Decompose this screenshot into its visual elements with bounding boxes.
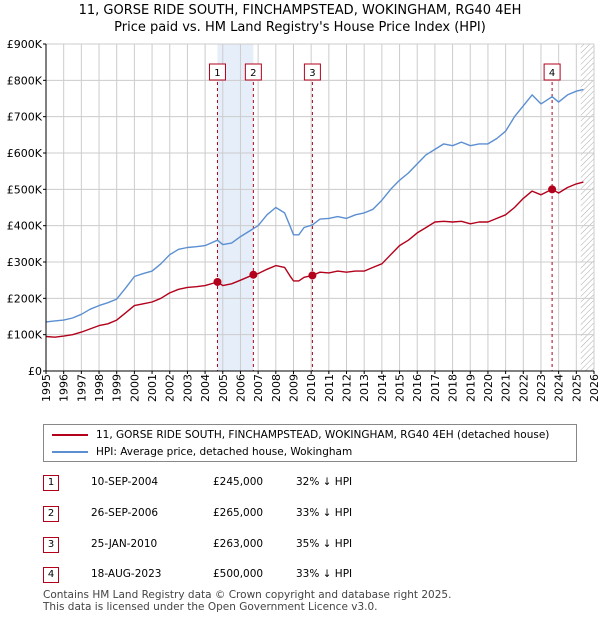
sale-row: 1 10-SEP-2004 £245,000 32% ↓ HPI <box>43 475 563 491</box>
y-tick-label: £900K <box>7 38 43 51</box>
sale-point <box>548 185 557 194</box>
sale-date: 10-SEP-2004 <box>91 476 159 488</box>
y-tick-label: £400K <box>7 220 43 233</box>
sale-label: 2 <box>250 68 256 79</box>
x-tick-label: 2019 <box>464 374 477 402</box>
legend-label-property: 11, GORSE RIDE SOUTH, FINCHAMPSTEAD, WOK… <box>96 429 550 441</box>
x-tick-label: 2022 <box>517 374 530 402</box>
x-tick-label: 2002 <box>164 374 177 402</box>
legend-item-hpi: HPI: Average price, detached house, Woki… <box>52 444 352 460</box>
shade-layer <box>217 44 594 371</box>
y-tick-label: £100K <box>7 329 43 342</box>
sale-point <box>213 277 222 286</box>
sale-label: 1 <box>214 68 220 79</box>
series-line-property <box>45 181 584 338</box>
sale-hpi-diff: 32% ↓ HPI <box>296 476 353 488</box>
legend-item-property: 11, GORSE RIDE SOUTH, FINCHAMPSTEAD, WOK… <box>52 427 549 443</box>
sale-price: £245,000 <box>213 476 264 488</box>
x-tick-label: 2016 <box>411 374 424 402</box>
sale-date: 25-JAN-2010 <box>91 538 158 550</box>
sale-hpi-diff: 35% ↓ HPI <box>296 538 353 550</box>
sale-label-box <box>208 63 226 81</box>
y-tick-label: £600K <box>7 147 43 160</box>
x-tick-label: 2012 <box>341 374 354 402</box>
sale-row: 2 26-SEP-2006 £265,000 33% ↓ HPI <box>43 506 563 522</box>
y-tick-label: £300K <box>7 256 43 269</box>
footer-licence: This data is licensed under the Open Gov… <box>43 601 378 613</box>
x-tick-label: 2009 <box>287 374 300 402</box>
footer-copyright: Contains HM Land Registry data © Crown c… <box>43 589 452 601</box>
title-line-2: Price paid vs. HM Land Registry's House … <box>114 20 486 35</box>
sale-label: 4 <box>549 68 555 79</box>
x-tick-label: 2006 <box>234 374 247 402</box>
y-tick-label: £0 <box>28 365 42 378</box>
x-tick-label: 2014 <box>376 374 389 402</box>
sale-number-badge: 2 <box>43 506 59 522</box>
sale-price: £263,000 <box>213 538 264 550</box>
axis-layer: £0 £100K £200K £300K £400K £500K £600K £700K £80… <box>7 38 600 402</box>
x-tick-label: 2001 <box>146 374 159 402</box>
sale-hpi-diff: 33% ↓ HPI <box>296 568 353 580</box>
y-tick-label: £500K <box>7 183 43 196</box>
series-line-hpi <box>45 88 584 323</box>
sale-label-box <box>543 63 561 81</box>
grid-layer <box>45 43 595 372</box>
x-tick-label: 2024 <box>553 374 566 402</box>
sale-hpi-diff: 33% ↓ HPI <box>296 507 353 519</box>
x-tick-label: 2015 <box>394 374 407 402</box>
x-tick-label: 2003 <box>181 374 194 402</box>
sale-date: 26-SEP-2006 <box>91 507 159 519</box>
x-tick-label: 2000 <box>128 374 141 402</box>
x-tick-label: 2007 <box>252 374 265 402</box>
title-line-1: 11, GORSE RIDE SOUTH, FINCHAMPSTEAD, WOK… <box>78 3 522 18</box>
price-chart: 1 2 3 4 £0 £100K £200K £300K £400K £500K £600K £70… <box>7 38 600 402</box>
x-tick-label: 1997 <box>75 374 88 402</box>
sale-price: £265,000 <box>213 507 264 519</box>
x-tick-label: 2023 <box>535 374 548 402</box>
sale-vline-layer: 1 2 3 4 <box>208 63 561 371</box>
sale-price: £500,000 <box>213 568 264 580</box>
sale-row: 3 25-JAN-2010 £263,000 35% ↓ HPI <box>43 537 563 553</box>
x-tick-label: 2025 <box>570 374 583 402</box>
y-tick-label: £200K <box>7 292 43 305</box>
x-tick-label: 2020 <box>482 374 495 402</box>
sale-label-box <box>244 63 262 81</box>
x-tick-label: 1996 <box>58 374 71 402</box>
sale-date: 18-AUG-2023 <box>91 568 162 580</box>
sale-row: 4 18-AUG-2023 £500,000 33% ↓ HPI <box>43 567 563 583</box>
legend-label-hpi: HPI: Average price, detached house, Woki… <box>96 446 353 458</box>
x-tick-label: 2013 <box>358 374 371 402</box>
sale-number-badge: 4 <box>43 567 59 583</box>
y-tick-label: £700K <box>7 111 43 124</box>
forecast-hatch <box>580 44 594 371</box>
sale-marker-layer <box>213 185 557 286</box>
chart-title: 11, GORSE RIDE SOUTH, FINCHAMPSTEAD, WOK… <box>0 2 600 36</box>
sale-label: 3 <box>309 68 315 79</box>
x-tick-label: 2005 <box>217 374 230 402</box>
x-tick-label: 1998 <box>93 374 106 402</box>
x-tick-label: 2021 <box>500 374 513 402</box>
legend-swatch-red <box>52 434 88 436</box>
x-tick-label: 2004 <box>199 374 212 402</box>
x-tick-label: 2018 <box>447 374 460 402</box>
x-tick-label: 2017 <box>429 374 442 402</box>
ownership-period-shade <box>217 44 254 371</box>
x-tick-label: 2011 <box>323 374 336 402</box>
y-tick-label: £800K <box>7 74 43 87</box>
sale-number-badge: 1 <box>43 475 59 491</box>
x-tick-label: 2010 <box>305 374 318 402</box>
footer: Contains HM Land Registry data © Crown c… <box>43 589 451 613</box>
x-tick-label: 2026 <box>588 374 600 402</box>
x-tick-label: 1995 <box>40 374 53 402</box>
sale-number-badge: 3 <box>43 537 59 553</box>
legend: 11, GORSE RIDE SOUTH, FINCHAMPSTEAD, WOK… <box>43 424 577 462</box>
series-layer <box>45 88 584 338</box>
x-tick-label: 1999 <box>111 374 124 402</box>
legend-swatch-blue <box>52 451 88 453</box>
sale-point <box>308 271 317 280</box>
x-tick-label: 2008 <box>270 374 283 402</box>
sale-point <box>249 270 258 279</box>
sale-label-box <box>303 63 321 81</box>
